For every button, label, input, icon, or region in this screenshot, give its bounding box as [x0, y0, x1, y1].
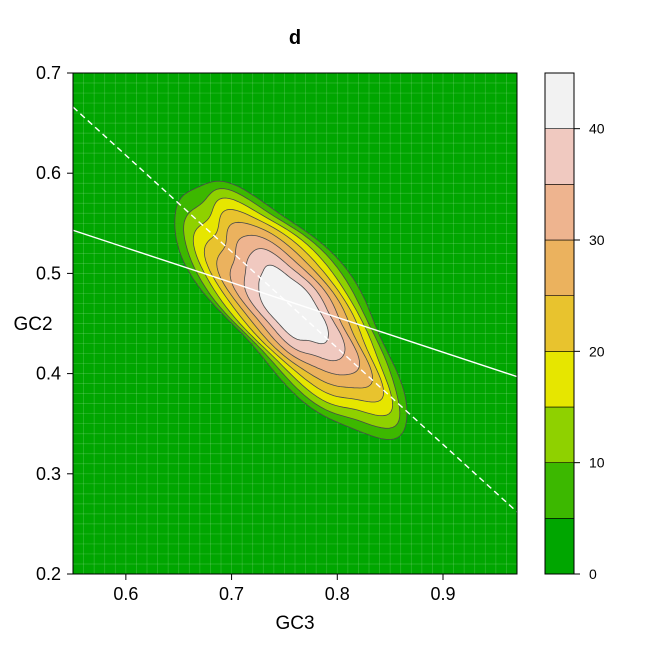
colorbar-tick-label: 40 [589, 121, 605, 137]
x-axis: 0.6 0.7 0.8 0.9 [113, 574, 456, 604]
plot-area [72, 72, 518, 575]
contours [174, 180, 408, 440]
solid-line [73, 229, 517, 378]
y-tick-label: 0.6 [36, 163, 61, 183]
dashed-line [73, 106, 517, 513]
colorbar-band [544, 295, 575, 352]
colorbar-band [544, 239, 575, 296]
colorbar-band [544, 518, 575, 575]
colorbar-tick-label: 20 [589, 343, 605, 359]
colorbar-band [544, 406, 575, 463]
colorbar-band [544, 351, 575, 408]
x-tick-label: 0.9 [430, 584, 455, 604]
y-tick-label: 0.3 [36, 464, 61, 484]
colorbar-band [544, 462, 575, 519]
y-tick-label: 0.4 [36, 364, 61, 384]
y-axis-label: GC2 [13, 314, 52, 335]
colorbar-tick-label: 0 [589, 566, 597, 582]
x-tick-label: 0.8 [325, 584, 350, 604]
colorbar-band [544, 72, 575, 129]
y-axis: 0.2 0.3 0.4 0.5 0.6 0.7 [36, 63, 73, 584]
colorbar-band [544, 184, 575, 241]
y-tick-label: 0.2 [36, 564, 61, 584]
x-axis-label: GC3 [275, 613, 314, 634]
plot-frame [72, 72, 518, 575]
y-tick-label: 0.7 [36, 63, 61, 83]
chart-title: d [289, 27, 301, 49]
y-tick-label: 0.5 [36, 263, 61, 283]
colorbar: 0 10 20 30 40 [544, 72, 605, 582]
reference-lines [73, 106, 517, 513]
x-tick-label: 0.6 [113, 584, 138, 604]
colorbar-band [544, 128, 575, 185]
colorbar-tick-label: 30 [589, 232, 605, 248]
colorbar-tick-label: 10 [589, 455, 605, 471]
colorbar-frame [544, 72, 575, 575]
x-tick-label: 0.7 [219, 584, 244, 604]
